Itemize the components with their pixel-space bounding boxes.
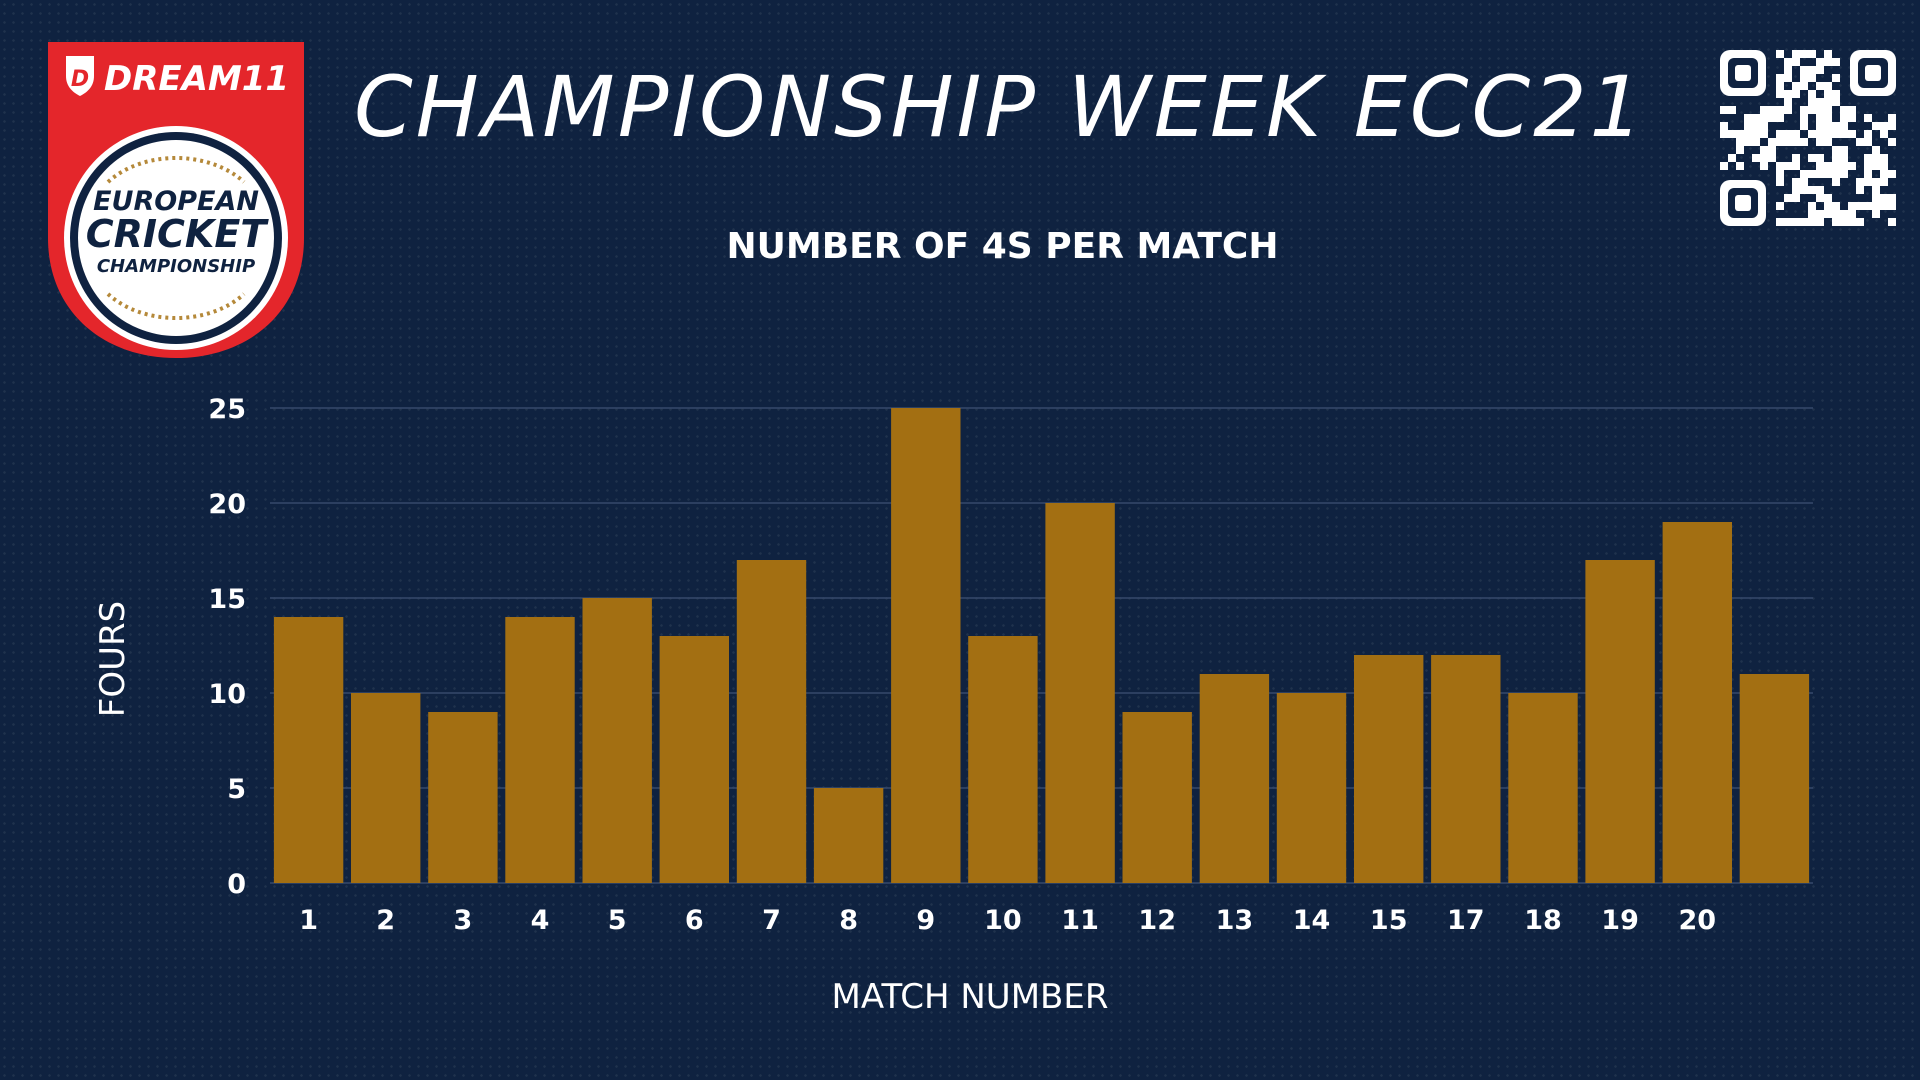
x-tick-label: 7: [762, 905, 781, 936]
bar-match-17: [1431, 655, 1501, 883]
x-axis-ticks: 1 2 3 4 5 6 7 8 9 10 11 12 13 14 15 17 18 19 20: [299, 905, 1716, 936]
x-tick-label: 8: [839, 905, 858, 936]
y-tick-label: 15: [208, 584, 246, 615]
x-tick-label: 13: [1216, 905, 1254, 936]
x-tick-label: 20: [1679, 905, 1717, 936]
logo-line-1: EUROPEAN: [93, 186, 259, 217]
y-tick-label: 0: [227, 869, 246, 900]
chart-title: NUMBER OF 4S PER MATCH: [726, 226, 1279, 267]
x-tick-label: 19: [1601, 905, 1639, 936]
svg-text:D: D: [71, 67, 89, 92]
bar-match-10: [968, 636, 1038, 883]
dream11-shield-icon: D: [66, 56, 94, 96]
grid-lines: [270, 407, 1813, 884]
x-axis-title: MATCH NUMBER: [832, 977, 1109, 1017]
bar-match-1: [273, 617, 344, 883]
bar-match-5: [582, 598, 652, 883]
ecc-logo: D DREAM11 EUROPEAN CRICKET CHAMPIONSHIP: [48, 42, 304, 362]
x-tick-label: 4: [531, 905, 550, 936]
y-axis-title: FOURS: [93, 601, 133, 717]
bar-match-2: [351, 693, 421, 883]
x-tick-label: 10: [984, 905, 1022, 936]
bar-match-20: [1662, 522, 1732, 883]
y-tick-label: 20: [208, 489, 246, 520]
bar-match-14: [1276, 693, 1347, 883]
bar-match-6: [659, 636, 729, 883]
bars: [273, 408, 1810, 883]
x-tick-label: 14: [1293, 905, 1331, 936]
logo-brand-text: DREAM11: [104, 59, 289, 99]
y-tick-label: 10: [208, 679, 246, 710]
bar-match-9: [891, 408, 961, 883]
x-tick-label: 11: [1061, 905, 1099, 936]
logo-line-2: CRICKET: [86, 212, 270, 256]
bar-match-11: [1045, 503, 1115, 883]
x-tick-label: 3: [454, 905, 473, 936]
x-tick-label: 9: [916, 905, 935, 936]
x-tick-label: 2: [376, 905, 395, 936]
bar-match-19: [1585, 560, 1655, 883]
bar-match-12: [1122, 712, 1192, 883]
logo-line-3: CHAMPIONSHIP: [97, 256, 255, 277]
x-tick-label: 1: [299, 905, 318, 936]
y-tick-label: 5: [227, 774, 246, 805]
x-tick-label: 17: [1447, 905, 1485, 936]
page-title: CHAMPIONSHIP WEEK ECC21: [353, 58, 1646, 156]
qr-code-icon[interactable]: [1720, 50, 1896, 226]
x-tick-label: 18: [1524, 905, 1562, 936]
bar-match-8: [813, 788, 884, 883]
bar-match-item-20: [1739, 674, 1810, 883]
x-tick-label: 15: [1370, 905, 1408, 936]
x-tick-label: 12: [1138, 905, 1176, 936]
y-axis-ticks: 0 5 10 15 20 25: [208, 394, 246, 900]
bar-match-15: [1354, 655, 1424, 883]
y-tick-label: 25: [208, 394, 246, 425]
bar-match-3: [428, 712, 498, 883]
bar-match-18: [1508, 693, 1578, 883]
x-tick-label: 5: [608, 905, 627, 936]
bar-match-7: [736, 560, 807, 883]
bar-match-4: [505, 617, 575, 883]
bar-match-13: [1199, 674, 1270, 883]
x-tick-label: 6: [685, 905, 704, 936]
